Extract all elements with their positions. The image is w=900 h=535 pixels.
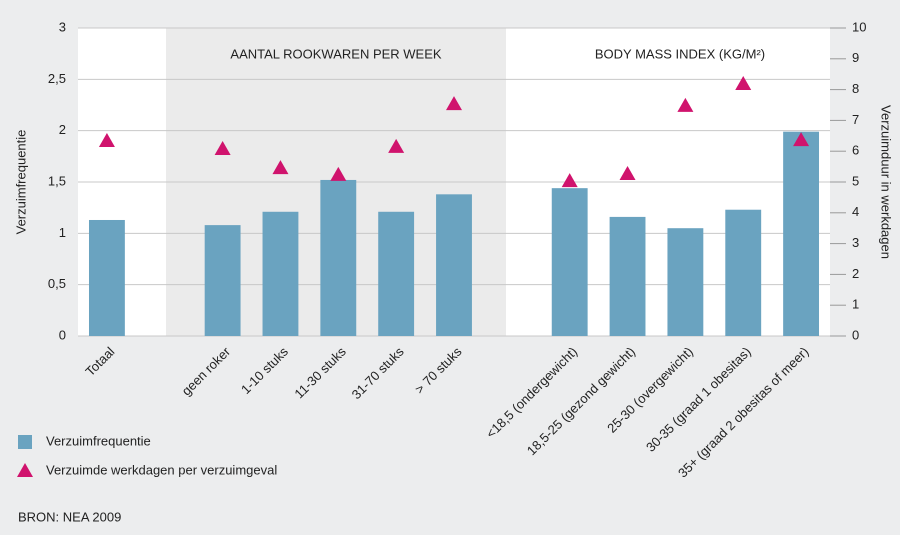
- y2-tick-label: 4: [852, 204, 859, 219]
- y-tick-label: 0: [59, 327, 66, 342]
- bar: [320, 179, 357, 336]
- triangle-marker: [388, 138, 405, 153]
- y-tick-label: 1,5: [48, 173, 66, 188]
- y2-tick-label: 5: [852, 173, 859, 188]
- bar: [378, 211, 415, 336]
- triangle-marker: [330, 166, 347, 181]
- triangle-marker: [619, 165, 636, 180]
- y2-tick-label: 8: [852, 81, 859, 96]
- x-tick-label: 18,5-25 (gezond gewicht): [524, 344, 638, 458]
- x-tick-label: > 70 stuks: [412, 344, 465, 397]
- y-tick-label: 2: [59, 122, 66, 137]
- bar: [262, 211, 299, 336]
- y-axis-label: Verzuimfrequentie: [13, 130, 28, 235]
- triangle-marker: [98, 133, 115, 148]
- y2-tick-label: 2: [852, 266, 859, 281]
- y2-tick-label: 10: [852, 19, 866, 34]
- bar: [609, 216, 646, 336]
- source: BRON: NEA 2009: [18, 509, 121, 524]
- bar: [436, 194, 472, 336]
- triangle-marker: [677, 97, 694, 112]
- triangle-marker: [446, 96, 462, 111]
- triangle-marker: [793, 132, 810, 147]
- group-label: BODY MASS INDEX (KG/M²): [595, 46, 765, 61]
- triangle-marker: [561, 173, 578, 188]
- y-tick-label: 3: [59, 19, 66, 34]
- y-tick-label: 0,5: [48, 276, 66, 291]
- x-tick-label: geen roker: [179, 343, 234, 398]
- y2-tick-label: 7: [852, 112, 859, 127]
- legend-label: Verzuimfrequentie: [46, 433, 151, 448]
- y2-axis-label: Verzuimduur in werkdagen: [879, 105, 894, 259]
- y2-tick-label: 9: [852, 50, 859, 65]
- triangle-marker: [272, 160, 289, 175]
- x-tick-label: 31-70 stuks: [349, 344, 407, 402]
- bar: [551, 188, 588, 336]
- legend-swatch: [18, 435, 32, 449]
- y-tick-label: 1: [59, 225, 66, 240]
- y2-tick-label: 0: [852, 327, 859, 342]
- bar: [88, 219, 125, 336]
- y2-tick-label: 1: [852, 297, 859, 312]
- y2-tick-label: 3: [852, 235, 859, 250]
- legend-label: Verzuimde werkdagen per verzuimgeval: [46, 462, 277, 477]
- x-tick-label: 1-10 stuks: [238, 344, 291, 397]
- bar: [667, 228, 704, 336]
- y-tick-label: 2,5: [48, 71, 66, 86]
- legend-swatch: [17, 463, 33, 477]
- group-label: AANTAL ROOKWAREN PER WEEK: [230, 46, 441, 61]
- bar: [204, 225, 241, 336]
- x-tick-label: Totaal: [82, 344, 117, 379]
- x-tick-label: 30-35 (graad 1 obesitas): [643, 344, 754, 455]
- bar: [725, 209, 762, 336]
- triangle-marker: [214, 141, 231, 156]
- x-tick-label: 11-30 stuks: [291, 344, 349, 402]
- bar: [783, 131, 820, 336]
- triangle-marker: [735, 76, 752, 91]
- y2-tick-label: 6: [852, 143, 859, 158]
